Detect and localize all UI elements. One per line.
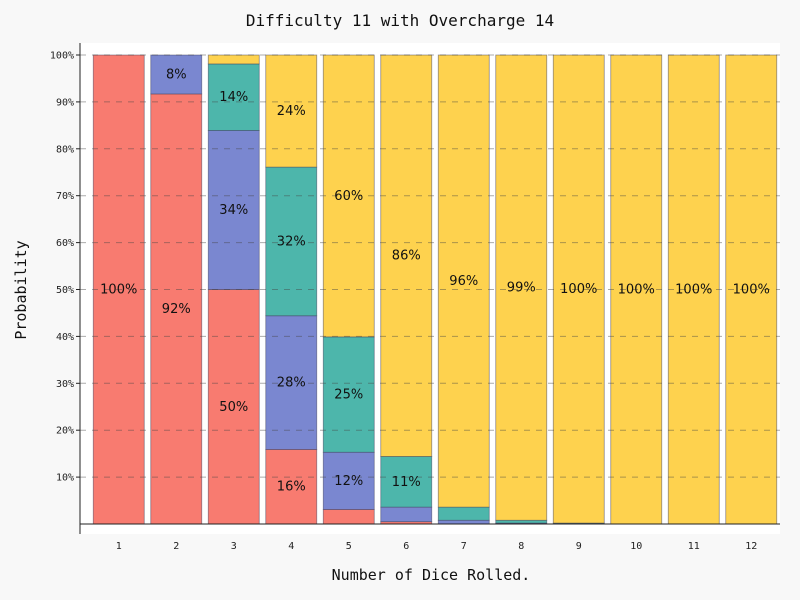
data-label: 100% [675,283,712,298]
x-tick-label: 6 [403,541,409,552]
bar-segment-4-10 [610,54,663,525]
bar-segment-1-5 [322,509,375,525]
bar-segment-4-4 [265,54,318,168]
bar-segment-1-3 [207,289,260,525]
data-label: 34% [219,203,248,218]
data-label: 50% [219,400,248,415]
data-label: 16% [277,480,306,495]
data-label: 100% [733,283,770,298]
bar-segment-4-5 [322,54,375,338]
data-label: 100% [618,283,655,298]
plot-area: 100% 92% 50% 16% 8% 34% 28% 12% 14% 32% 25% 11% 24% 6… [50,43,780,552]
bar-segment-3-7 [437,506,490,521]
y-tick-label: 50% [56,285,74,296]
bar-segment-4-12 [725,54,778,525]
y-tick-label: 70% [56,191,74,202]
data-label: 60% [334,189,363,204]
bar-segment-4-9 [552,54,605,524]
x-tick-label: 3 [231,541,237,552]
x-tick-label: 11 [688,541,700,552]
y-tick-label: 20% [56,426,74,437]
bar-segment-2-7 [437,519,490,525]
y-tick-label: 100% [50,51,74,62]
bar-segment-4-11 [667,54,720,525]
x-tick-label: 8 [518,541,524,552]
data-label: 99% [507,281,536,296]
x-tick-label: 10 [630,541,642,552]
bar-segment-4-3 [207,54,260,65]
x-tick-label: 12 [745,541,757,552]
data-label: 14% [219,90,248,105]
data-label: 92% [162,302,191,317]
x-tick-label: 1 [116,541,122,552]
bar-segment-3-8 [495,519,548,524]
data-label: 32% [277,234,306,249]
x-tick-label: 2 [173,541,179,552]
data-label: 24% [277,104,306,119]
data-label: 12% [334,474,363,489]
x-axis-label: Number of Dice Rolled. [332,566,531,584]
data-label: 96% [449,274,478,289]
y-axis-label: Probability [12,240,30,339]
data-label: 28% [277,376,306,391]
bar-segment-4-7 [437,54,490,508]
x-tick-label: 7 [461,541,467,552]
y-tick-label: 10% [56,473,74,484]
y-tick-label: 30% [56,379,74,390]
y-tick-label: 40% [56,332,74,343]
data-label: 86% [392,249,421,264]
bar-segment-2-2 [150,54,203,95]
data-label: 100% [560,282,597,297]
bar-segment-3-5 [322,336,375,453]
x-tick-label: 5 [346,541,352,552]
x-tick-label: 4 [288,541,294,552]
y-tick-label: 60% [56,238,74,249]
bar-segment-3-6 [380,456,433,508]
x-tick-label: 9 [576,541,582,552]
data-label: 100% [100,283,137,298]
bar-segment-2-6 [380,506,433,523]
bar-segment-3-4 [265,166,318,317]
y-tick-label: 90% [56,97,74,108]
bar-segment-4-8 [495,54,548,521]
chart-title: Difficulty 11 with Overcharge 14 [246,11,554,30]
bar-segment-2-4 [265,315,318,450]
data-label: 25% [334,388,363,403]
bar-segment-2-3 [207,130,260,290]
bar-segment-4-6 [380,54,433,457]
data-label: 11% [392,475,421,490]
data-label: 8% [166,67,187,82]
y-tick-label: 80% [56,144,74,155]
bar-segment-1-1 [92,54,145,525]
